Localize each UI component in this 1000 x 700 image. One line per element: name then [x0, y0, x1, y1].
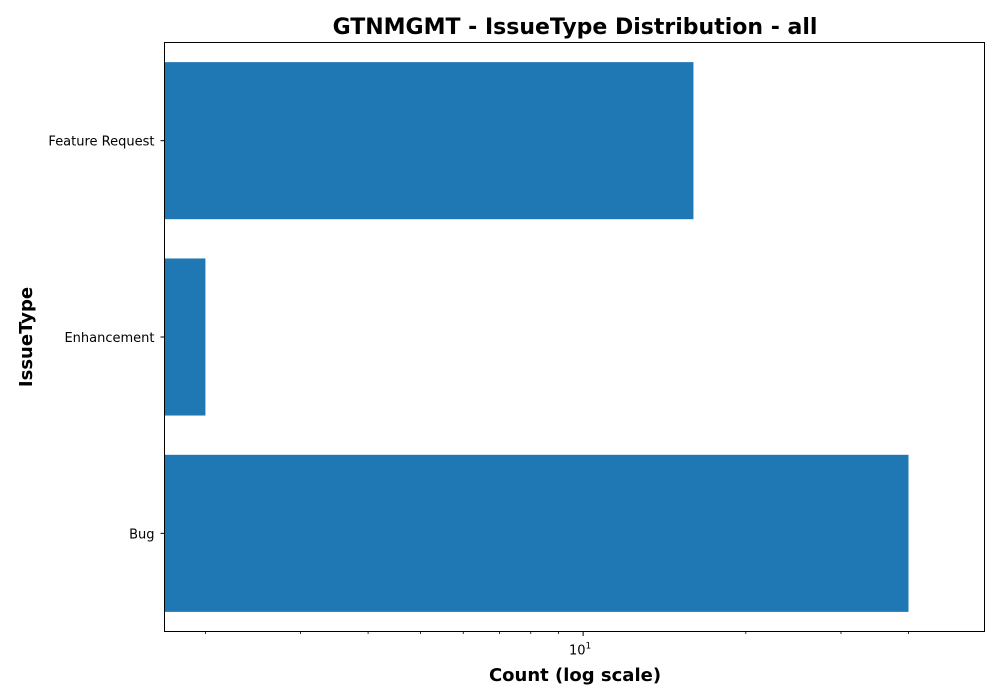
chart-title: GTNMGMT - IssueType Distribution - all [333, 15, 818, 40]
bar-feature-request [165, 62, 694, 219]
bar-enhancement [165, 258, 206, 415]
y-tick-label: Enhancement [64, 331, 154, 346]
bars-group [165, 62, 909, 612]
x-tick-label: 101 [569, 642, 591, 659]
y-tick-label: Feature Request [48, 135, 154, 150]
bar-bug [165, 455, 909, 612]
y-tick-label: Bug [129, 527, 154, 542]
x-ticks: 101 [205, 632, 908, 659]
y-ticks: Bug Enhancement Feature Request [48, 135, 164, 543]
y-axis-label: IssueType [16, 287, 37, 387]
x-axis-label: Count (log scale) [489, 665, 661, 686]
